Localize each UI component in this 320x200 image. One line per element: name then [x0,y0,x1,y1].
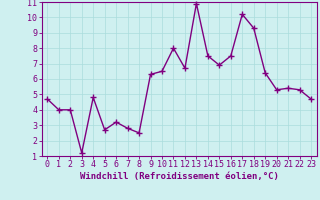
X-axis label: Windchill (Refroidissement éolien,°C): Windchill (Refroidissement éolien,°C) [80,172,279,181]
